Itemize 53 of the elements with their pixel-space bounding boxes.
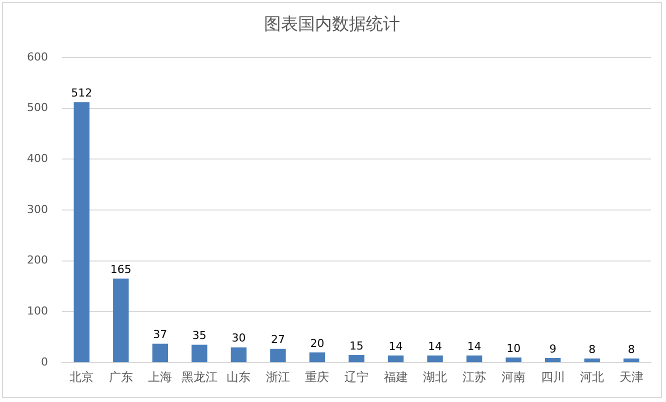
data-label: 10 (506, 342, 521, 355)
data-label: 14 (428, 340, 442, 353)
data-label: 512 (71, 86, 92, 100)
bar (466, 355, 482, 362)
x-tick-label: 北京 (70, 370, 94, 384)
data-label: 8 (588, 342, 596, 356)
y-tick-label: 300 (26, 202, 48, 216)
data-label: 35 (192, 329, 206, 342)
x-tick-label: 江苏 (462, 370, 486, 384)
data-label: 9 (549, 342, 556, 356)
bar (388, 355, 404, 362)
y-tick-label: 0 (40, 355, 48, 368)
data-label: 14 (467, 340, 482, 353)
x-tick-label: 福建 (384, 370, 408, 384)
bar (192, 344, 208, 362)
data-label: 165 (110, 263, 132, 276)
bar (270, 348, 286, 362)
x-tick-label: 黑龙江 (181, 370, 218, 384)
bar (348, 354, 364, 362)
data-label: 20 (310, 336, 324, 350)
y-tick-label: 500 (26, 101, 48, 114)
bar (544, 358, 561, 362)
bar (506, 358, 522, 362)
y-tick-label: 200 (26, 254, 48, 267)
y-tick-label: 400 (26, 152, 48, 165)
bar (624, 358, 640, 362)
x-tick-label: 河南 (502, 370, 526, 384)
bar (113, 278, 129, 362)
y-tick-label: 100 (26, 304, 48, 318)
data-label: 8 (628, 342, 635, 356)
bar (74, 102, 90, 362)
x-tick-label: 四川 (540, 370, 565, 384)
y-tick-label: 600 (26, 50, 48, 64)
data-label: 37 (153, 328, 168, 342)
data-label: 30 (232, 332, 246, 345)
bar (309, 352, 326, 362)
bar (584, 358, 600, 362)
x-tick-label: 浙江 (266, 370, 290, 384)
data-label: 27 (270, 333, 285, 346)
x-tick-label: 河北 (580, 370, 604, 384)
x-tick-label: 辽宁 (344, 370, 368, 384)
x-tick-label: 天津 (619, 370, 644, 384)
chart-title: 图表国内数据统计 (264, 14, 400, 35)
x-tick-label: 广东 (108, 370, 133, 384)
bar (152, 344, 168, 362)
data-label: 14 (388, 340, 403, 353)
x-tick-label: 湖北 (423, 370, 448, 384)
x-tick-label: 山东 (226, 370, 251, 384)
bar (230, 347, 247, 362)
data-label: 15 (350, 339, 364, 352)
bar (427, 355, 443, 362)
x-tick-label: 重庆 (305, 370, 330, 384)
x-tick-label: 上海 (148, 370, 172, 384)
